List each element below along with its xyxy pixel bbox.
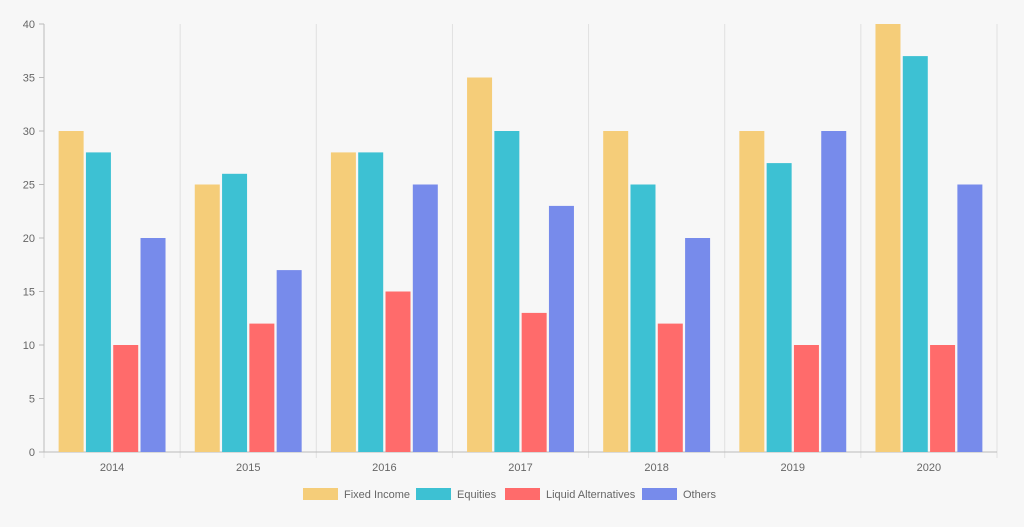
x-tick-label: 2019 [781, 462, 805, 474]
bar-others [685, 238, 711, 452]
y-axis: 0 5 10 15 20 25 30 35 40 [23, 19, 45, 459]
bar-equities [222, 173, 248, 453]
legend-swatch [505, 488, 540, 500]
x-tick-label: 2020 [917, 462, 941, 474]
bar-others [957, 184, 983, 452]
bar-liquid-alternatives [249, 323, 275, 452]
bar-liquid-alternatives [930, 345, 956, 452]
y-tick-label: 5 [29, 394, 35, 406]
bar-liquid-alternatives [521, 312, 547, 452]
legend-swatch [416, 488, 451, 500]
y-tick-label: 40 [23, 19, 35, 31]
bar-fixed-income [330, 152, 356, 452]
bars [58, 24, 983, 453]
bar-equities [902, 56, 928, 452]
bar-others [821, 131, 847, 452]
bar-liquid-alternatives [793, 345, 819, 452]
bar-fixed-income [603, 131, 629, 452]
bar-fixed-income [739, 131, 765, 452]
legend-label: Liquid Alternatives [546, 489, 636, 501]
legend-label: Fixed Income [344, 489, 410, 501]
bar-equities [494, 131, 520, 452]
legend-label: Equities [457, 489, 497, 501]
x-tick-label: 2018 [644, 462, 668, 474]
bar-others [548, 205, 574, 452]
bar-equities [85, 152, 111, 452]
y-tick-label: 0 [29, 447, 35, 459]
y-tick-label: 10 [23, 340, 35, 352]
legend-swatch [642, 488, 677, 500]
y-tick-label: 35 [23, 73, 35, 85]
x-tick-label: 2014 [100, 462, 124, 474]
bar-others [412, 184, 438, 452]
x-tick-label: 2015 [236, 462, 260, 474]
bar-equities [630, 184, 656, 452]
y-tick-label: 15 [23, 287, 35, 299]
y-tick-label: 20 [23, 233, 35, 245]
bar-others [140, 238, 166, 452]
x-tick-label: 2017 [508, 462, 532, 474]
bar-equities [358, 152, 384, 452]
x-axis: 2014 2015 2016 2017 2018 2019 2020 [39, 451, 997, 474]
bar-liquid-alternatives [385, 291, 411, 452]
grid [43, 24, 998, 458]
x-tick-label: 2016 [372, 462, 396, 474]
bar-fixed-income [467, 77, 493, 452]
bar-fixed-income [875, 24, 901, 452]
bar-fixed-income [58, 131, 84, 452]
bar-liquid-alternatives [657, 323, 683, 452]
bar-others [276, 270, 302, 452]
bar-fixed-income [194, 184, 220, 452]
bar-liquid-alternatives [113, 345, 139, 452]
legend: Fixed Income Equities Liquid Alternatives O… [303, 488, 717, 501]
y-tick-label: 30 [23, 126, 35, 138]
legend-swatch [303, 488, 338, 500]
bar-equities [766, 163, 792, 452]
legend-label: Others [683, 489, 717, 501]
y-tick-label: 25 [23, 180, 35, 192]
